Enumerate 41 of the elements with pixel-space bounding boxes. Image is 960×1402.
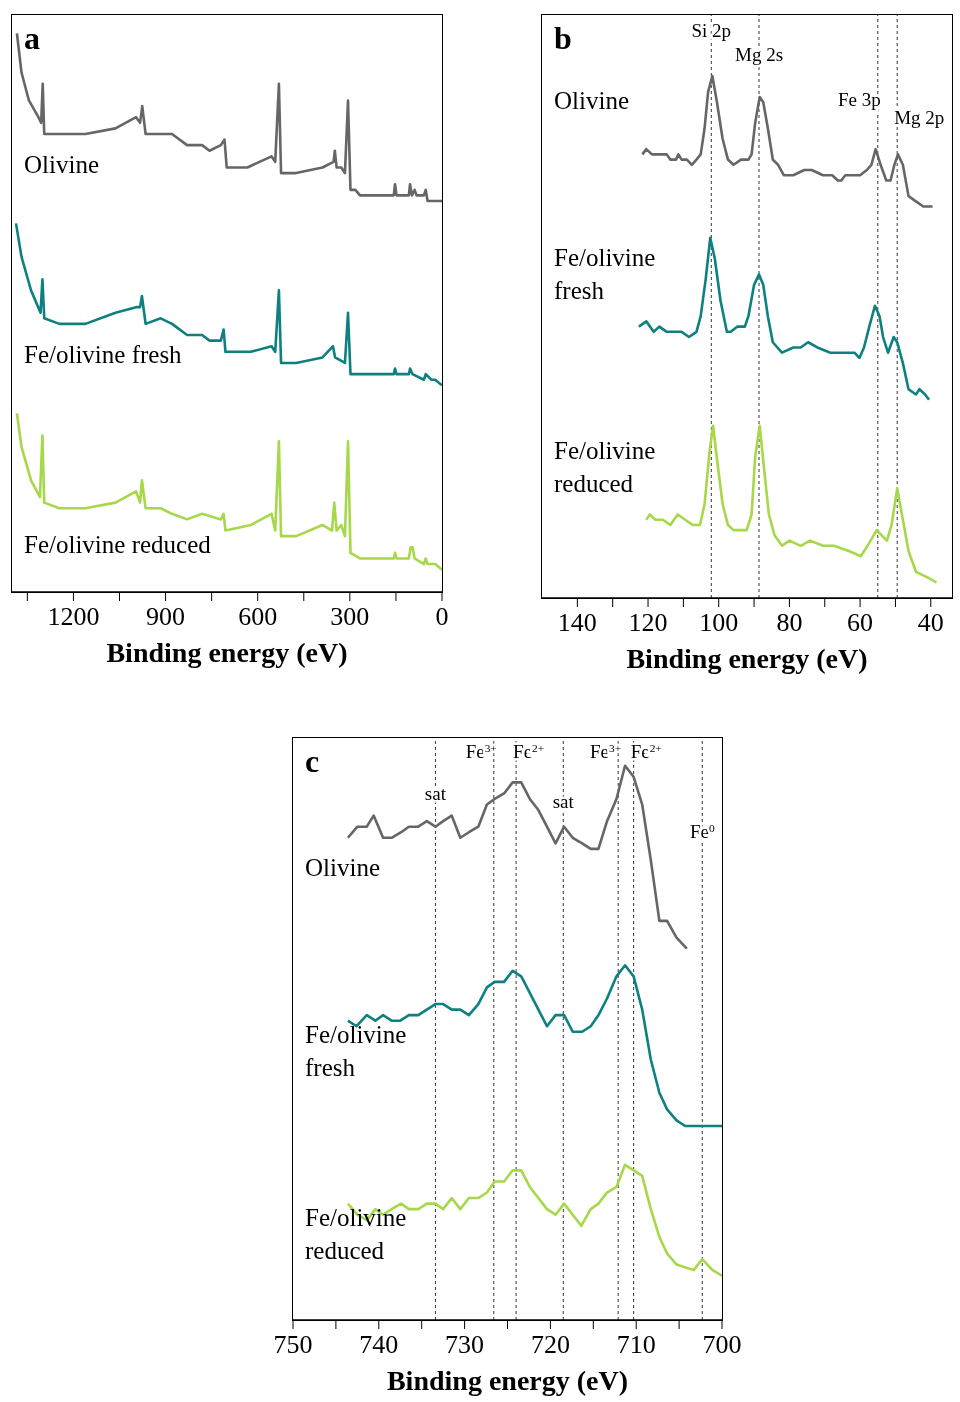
x-tick-label: 60 [847, 608, 874, 637]
series-label: Fe/olivine fresh [554, 243, 656, 304]
series-label: Fe/olivine fresh [305, 1020, 407, 1081]
x-tick-label: 300 [330, 602, 370, 631]
x-axis-title: Binding energy (eV) [106, 637, 348, 668]
ref-line-label: sat [552, 791, 575, 812]
x-tick-label: 710 [616, 1330, 656, 1359]
ref-line-label: Si 2p [691, 20, 732, 41]
series-label: Olivine [554, 87, 629, 115]
series-label: Fe/olivine fresh [24, 341, 183, 369]
x-tick-label: 1200 [47, 602, 100, 631]
x-tick-label: 730 [445, 1330, 485, 1359]
ref-line-label: Fe$^{3+}$ [590, 741, 622, 762]
x-tick-label: 40 [917, 608, 944, 637]
x-tick-label: 100 [699, 608, 739, 637]
series-label: Fe/olivine reduced [305, 1203, 407, 1264]
x-tick-label: 140 [557, 608, 597, 637]
x-tick-label: 120 [628, 608, 668, 637]
series-label: Fe/olivine reduced [554, 436, 656, 497]
series-label: Fe/olivine reduced [24, 531, 212, 559]
chart-title: c [305, 743, 320, 779]
ref-line-label: Fe$^{3+}$ [465, 741, 497, 762]
chart-title: b [554, 20, 572, 56]
x-tick-label: 750 [273, 1330, 313, 1359]
x-axis-title: Binding energy (eV) [386, 1365, 629, 1396]
x-axis-title: Binding energy (eV) [626, 643, 868, 674]
series-label: Olivine [24, 151, 99, 179]
series-label: Olivine [305, 853, 380, 881]
x-tick-label: 720 [530, 1330, 570, 1359]
ref-line-label: Mg 2p [894, 107, 945, 128]
ref-line-label: Mg 2s [734, 44, 784, 65]
x-tick-label: 900 [146, 602, 186, 631]
x-tick-label: 0 [435, 602, 449, 631]
ref-line-label: Fe 3p [838, 89, 881, 110]
chart-title: a [24, 20, 40, 56]
ref-line-label: sat [424, 783, 447, 804]
x-tick-label: 740 [359, 1330, 399, 1359]
x-tick-label: 700 [702, 1330, 742, 1359]
x-tick-label: 600 [238, 602, 278, 631]
x-tick-label: 80 [776, 608, 803, 637]
ref-line-label: Fe$^{0}$ [689, 821, 715, 842]
